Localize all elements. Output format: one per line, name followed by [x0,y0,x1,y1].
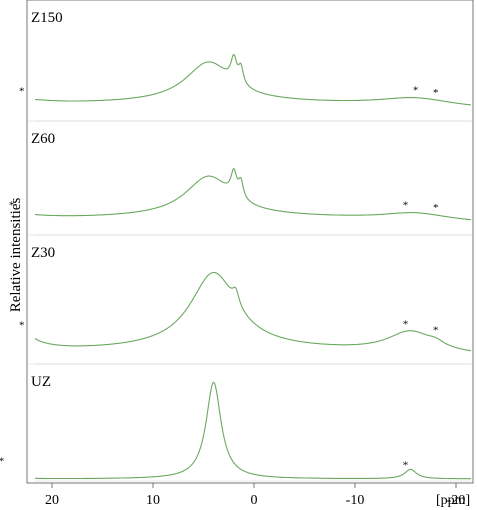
panel-label: Z30 [31,245,55,261]
sideband-marker: * [433,202,439,214]
sideband-marker: * [403,460,409,472]
sideband-marker: * [9,200,15,212]
panel-label: Z150 [31,10,63,26]
spectrum-line [35,168,472,221]
sideband-marker: * [0,455,4,467]
sideband-marker: * [413,85,419,97]
spectra-panels: Z150****Z60********Z30********UZ**** [0,10,473,482]
x-tick-label: 20 [45,493,59,508]
spectrum-line [34,53,471,106]
sideband-marker: * [19,85,25,97]
panel-label: Z60 [31,131,55,147]
sideband-marker: * [403,318,409,330]
sideband-marker: * [433,87,439,99]
spectrum-line [35,381,471,480]
sideband-marker: * [433,325,439,337]
plot-frame [26,0,474,484]
x-tick-label: -10 [346,493,365,508]
panel-z150: Z150**** [19,10,471,122]
spectrum-line [34,271,472,352]
x-tick-label: -20 [447,493,466,508]
x-axis-unit-label: [ppm] [436,493,470,508]
sideband-marker: * [403,200,409,212]
panel-label: UZ [31,374,51,390]
sideband-marker: * [19,320,25,332]
panel-z60: Z60******** [9,120,473,236]
panel-z30: Z30******** [19,234,473,365]
panel-uz: UZ**** [0,363,473,482]
x-axis: 50403020100-10-20-30-40 [45,483,466,508]
x-tick-label: 0 [251,493,258,508]
y-axis-label: Relative intensities [8,198,24,313]
x-tick-label: 10 [146,493,160,508]
